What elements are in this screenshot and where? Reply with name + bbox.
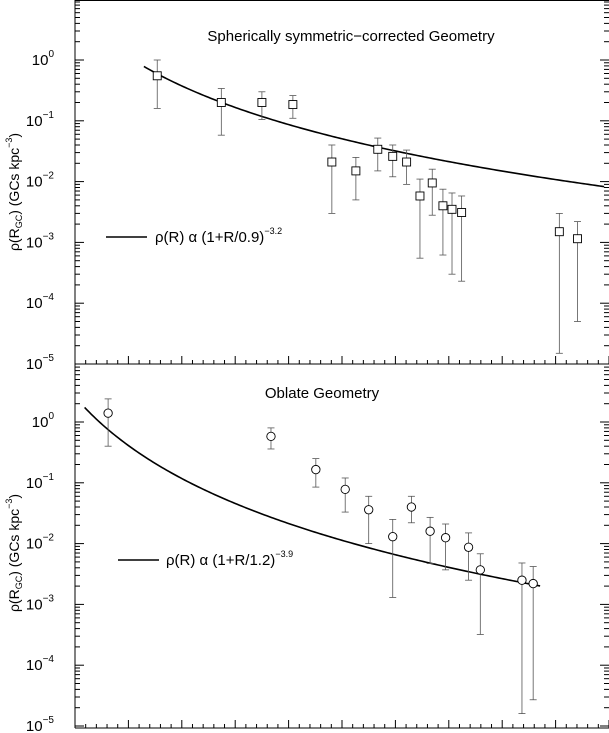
fit-curve <box>143 65 605 188</box>
panel-title: Spherically symmetric−corrected Geometry <box>207 28 495 45</box>
square-marker <box>351 166 361 176</box>
square-marker <box>427 178 437 188</box>
data-point <box>351 157 361 201</box>
y-tick-label: 10−5 <box>26 715 55 733</box>
y-tick-label: 10−5 <box>26 353 55 373</box>
data-point <box>528 566 538 701</box>
square-marker <box>388 151 398 161</box>
data-point <box>457 195 467 282</box>
data-point <box>554 212 564 354</box>
y-tick-label: 10−2 <box>26 171 55 191</box>
y-tick-label: 10−3 <box>26 593 55 613</box>
data-point <box>152 59 162 109</box>
panel-spherical: Spherically symmetric−corrected Geometry… <box>4 0 609 373</box>
square-marker <box>257 98 267 107</box>
y-tick-label: 10−3 <box>26 231 55 251</box>
circle-marker <box>440 533 451 543</box>
y-tick-label: 10−4 <box>26 654 55 674</box>
circle-marker <box>528 578 538 589</box>
data-point <box>402 149 412 185</box>
data-point <box>475 553 485 635</box>
data-point <box>415 178 425 259</box>
panel-oblate: Oblate Geometry ρ(RGC) (GCs kpc−3) ρ(R) … <box>4 364 609 733</box>
data-point <box>327 144 337 214</box>
data-point <box>440 523 451 571</box>
circle-marker <box>388 532 398 542</box>
data-point <box>103 398 113 447</box>
data-point <box>517 562 527 714</box>
data-point <box>340 477 350 513</box>
data-point <box>257 91 267 120</box>
y-tick-label: 100 <box>32 49 55 69</box>
y-axis-label: ρ(RGC) (GCs kpc−3) <box>4 494 24 612</box>
y-tick-label: 10−1 <box>26 110 55 130</box>
square-marker <box>152 71 162 81</box>
data-point <box>425 516 435 564</box>
square-marker <box>415 191 425 201</box>
data-point <box>447 192 457 275</box>
data-point <box>288 95 298 119</box>
square-marker <box>438 201 448 211</box>
square-marker <box>554 227 564 237</box>
data-point <box>463 532 474 581</box>
circle-marker <box>103 408 113 418</box>
data-point <box>406 495 417 524</box>
y-tick-label: 10−1 <box>26 472 55 492</box>
square-marker <box>216 98 226 107</box>
panel-title: Oblate Geometry <box>265 385 380 402</box>
y-tick-label: 10−4 <box>26 292 55 312</box>
data-point <box>438 188 448 256</box>
circle-marker <box>406 502 417 512</box>
y-axis-label: ρ(RGC) (GCs kpc−3) <box>4 133 24 251</box>
square-marker <box>447 204 457 214</box>
square-marker <box>327 157 337 167</box>
square-marker <box>402 157 412 167</box>
data-point <box>266 427 276 450</box>
circle-marker <box>463 542 474 552</box>
data-point <box>373 137 383 172</box>
legend-label: ρ(R) α (1+R/1.2)−3.9 <box>166 549 293 569</box>
square-marker <box>457 208 467 217</box>
square-marker <box>373 144 383 154</box>
y-tick-label: 100 <box>32 411 55 431</box>
data-point <box>388 519 398 598</box>
circle-marker <box>311 464 321 475</box>
circle-marker <box>364 505 374 515</box>
data-point <box>364 495 374 544</box>
fit-curve <box>84 406 541 587</box>
circle-marker <box>517 575 527 585</box>
data-point <box>311 458 321 488</box>
data-point <box>573 221 582 322</box>
circle-marker <box>475 565 485 575</box>
data-point <box>427 168 437 216</box>
square-marker <box>288 100 298 110</box>
square-marker <box>573 234 582 244</box>
svg-text:ρ(RGC) (GCs kpc−3): ρ(RGC) (GCs kpc−3) <box>4 494 24 612</box>
y-tick-label: 10−2 <box>26 533 55 553</box>
circle-marker <box>425 526 435 536</box>
data-point <box>216 88 226 136</box>
legend: ρ(R) α (1+R/0.9)−3.2 <box>106 226 282 246</box>
circle-marker <box>340 484 350 495</box>
data-point <box>388 144 398 178</box>
svg-text:ρ(RGC) (GCs kpc−3): ρ(RGC) (GCs kpc−3) <box>4 133 24 251</box>
circle-marker <box>266 431 276 442</box>
legend-label: ρ(R) α (1+R/0.9)−3.2 <box>155 226 282 246</box>
legend: ρ(R) α (1+R/1.2)−3.9 <box>118 549 293 569</box>
